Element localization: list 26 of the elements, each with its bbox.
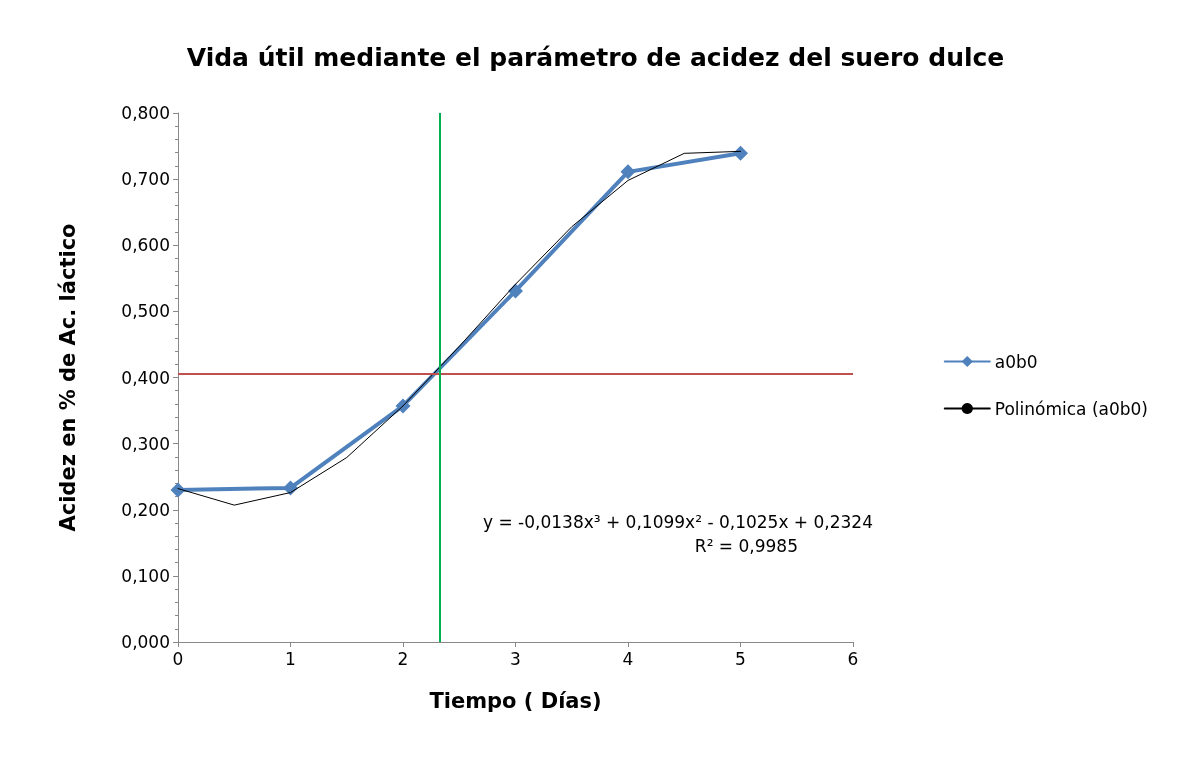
point [170,482,186,498]
point [620,164,636,180]
annotation: y = -0,0138x³ + 0,1099x² - 0,1025x + 0,2324 [482,511,874,532]
x-tick-label: 1 [285,648,296,669]
x-tick-label: 0 [172,648,184,669]
y-tick-label: 0,600 [121,235,170,256]
legend-label: a0b0 [994,351,1038,372]
y-tick-label: 0,400 [121,367,170,388]
legend-label: Polinómica (a0b0) [994,398,1149,419]
annotation: R² = 0,9985 [694,535,799,556]
y-axis-title: Acidez en % de Ac. láctico [55,223,80,532]
y-tick-label: 0,000 [121,632,170,652]
y-tick-label: 0,300 [121,433,170,454]
x-tick-label: 2 [397,648,409,669]
x-axis-title: Tiempo ( Días) [429,688,602,713]
y-tick-label: 0,700 [121,169,170,190]
y-tick-label: 0,800 [121,103,170,123]
x-tick-label: 3 [510,648,521,669]
x-tick-label: 4 [622,648,634,669]
point [733,145,748,161]
y-tick-label: 0,100 [121,565,170,586]
y-tick-label: 0,500 [121,301,170,322]
chart-title: Vida útil mediante el parámetro de acidez del suero dulce [186,43,1005,72]
x-tick-label: 6 [847,648,859,669]
x-tick-label: 5 [735,648,746,669]
y-tick-label: 0,200 [121,499,170,520]
